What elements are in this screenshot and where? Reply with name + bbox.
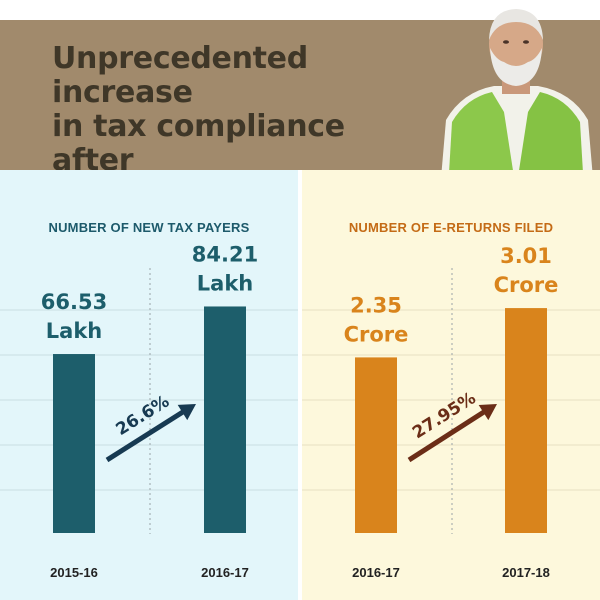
x-tick-label: 2015-16 <box>50 565 98 580</box>
headline-line-1: Unprecedented increase <box>52 41 308 110</box>
data-label-unit: Crore <box>494 273 559 297</box>
data-label-value: 84.21 <box>192 242 258 266</box>
data-label-value: 66.53 <box>41 290 107 314</box>
portrait-vest <box>448 92 516 190</box>
data-label-value: 3.01 <box>500 244 552 268</box>
chart-title-tax-payers: NUMBER OF NEW TAX PAYERS <box>48 220 250 235</box>
growth-arrow-shaft <box>105 407 188 463</box>
data-label-unit: Crore <box>344 322 409 346</box>
growth-label: 26.6% <box>113 392 174 440</box>
x-tick-label: 2016-17 <box>201 565 249 580</box>
panel-new-tax-payers <box>0 170 298 600</box>
growth-arrow-shaft <box>407 407 489 463</box>
x-tick-label: 2016-17 <box>352 565 400 580</box>
panel-e-returns <box>302 170 600 600</box>
bar-2016-17 <box>355 357 397 533</box>
bar-2017-18 <box>505 308 547 533</box>
growth-arrow-head <box>478 404 497 421</box>
bar-2016-17 <box>204 306 246 533</box>
growth-arrow-head <box>177 404 196 421</box>
portrait-head <box>489 11 543 77</box>
x-tick-label: 2017-18 <box>502 565 550 580</box>
portrait-beard <box>490 48 542 86</box>
chart-title-e-returns: NUMBER OF E-RETURNS FILED <box>348 220 554 235</box>
data-label-unit: Lakh <box>46 319 102 343</box>
data-label-value: 2.35 <box>350 293 402 317</box>
panel-divider <box>298 170 302 600</box>
portrait-image <box>440 9 594 190</box>
data-label-unit: Lakh <box>197 271 253 295</box>
bar-2015-16 <box>53 354 95 533</box>
portrait-hair <box>489 9 543 40</box>
